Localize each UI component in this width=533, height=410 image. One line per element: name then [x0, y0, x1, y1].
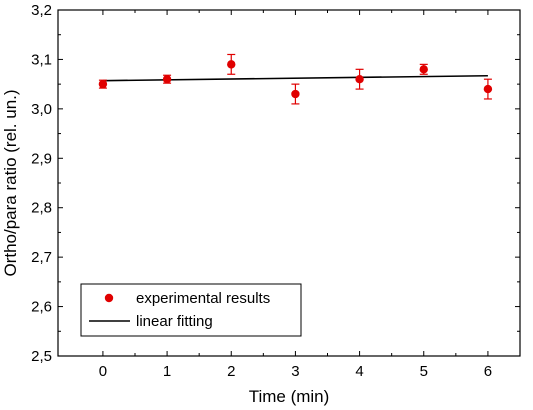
- x-tick-label: 3: [291, 363, 299, 380]
- data-point: [483, 78, 493, 100]
- x-tick-label: 2: [227, 363, 235, 380]
- legend-label-experimental: experimental results: [136, 290, 270, 307]
- x-tick-label: 1: [163, 363, 171, 380]
- x-tick-label: 5: [420, 363, 428, 380]
- data-point: [291, 83, 300, 105]
- axis-tick-labels: 0 1 2 3 4 5 6 2,5 2,6 2,7 2,8 2,9 3,0 3,1 3,2: [31, 2, 492, 380]
- y-tick-label: 2,7: [31, 249, 52, 266]
- legend: experimental results linear fitting: [80, 283, 302, 337]
- y-tick-label: 3,1: [31, 51, 52, 68]
- data-point: [419, 63, 428, 75]
- y-tick-label: 3,2: [31, 2, 52, 19]
- x-tick-label: 4: [355, 363, 363, 380]
- point-marker: [355, 75, 364, 84]
- y-tick-label: 2,5: [31, 348, 52, 365]
- y-tick-label: 3,0: [31, 101, 52, 118]
- x-axis-title: Time (min): [249, 387, 330, 406]
- plot-marks: [98, 53, 493, 105]
- y-tick-label: 2,8: [31, 200, 52, 217]
- y-tick-label: 2,9: [31, 150, 52, 167]
- point-marker: [98, 79, 108, 89]
- legend-label-fit: linear fitting: [136, 313, 213, 330]
- data-point: [227, 53, 236, 75]
- axis-ticks: [58, 9, 520, 357]
- point-marker: [291, 89, 300, 99]
- point-marker: [227, 60, 236, 69]
- data-point: [162, 74, 172, 84]
- y-tick-label: 2,6: [31, 299, 52, 316]
- fit-line: [102, 74, 488, 82]
- point-marker: [483, 84, 493, 94]
- legend-marker-experimental: [104, 293, 114, 303]
- point-marker: [419, 65, 428, 74]
- data-point: [98, 79, 108, 89]
- x-tick-label: 6: [484, 363, 492, 380]
- data-point: [355, 68, 364, 90]
- legend-box: [80, 283, 302, 337]
- x-tick-label: 0: [99, 363, 107, 380]
- y-axis-title: Ortho/para ratio (rel. un.): [1, 89, 20, 276]
- point-marker: [162, 75, 172, 84]
